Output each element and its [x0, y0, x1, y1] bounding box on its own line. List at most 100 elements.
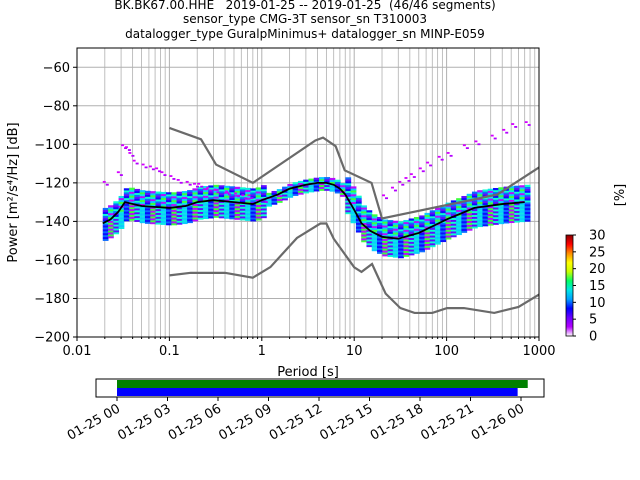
heatmap-cell [408, 226, 415, 229]
heatmap-cell [345, 202, 352, 205]
heatmap-cell [408, 251, 415, 254]
heatmap-cell [224, 203, 230, 206]
heatmap-cell [377, 236, 383, 239]
heatmap-cell [387, 252, 394, 256]
heatmap-cell [208, 202, 215, 205]
heatmap-cell [366, 233, 373, 236]
heatmap-cell [234, 209, 241, 213]
heatmap-cell [118, 213, 125, 216]
heatmap-cell [118, 224, 125, 228]
heatmap-cell [456, 221, 462, 224]
heatmap-cell [437, 155, 441, 158]
heatmap-cell [503, 207, 510, 210]
axes: 0.01 0.1 1 10 100 1000 −200 −180 −160 −140 −120 −10… [6, 47, 556, 380]
heatmap-cell [224, 187, 230, 190]
heatmap-cell [398, 225, 404, 228]
heatmap-cell [234, 215, 241, 218]
heatmap-cell [255, 210, 262, 213]
colorbar-tick-label: 5 [589, 313, 597, 328]
heatmap-cell [404, 177, 408, 179]
heatmap-cell [202, 205, 209, 208]
heatmap-cell [403, 243, 410, 246]
heatmap-cell [403, 248, 410, 252]
heatmap-cell [377, 228, 383, 231]
heatmap-cell [213, 186, 220, 189]
heatmap-cell [424, 218, 431, 221]
heatmap-cell [508, 207, 515, 210]
heatmap-cell [187, 218, 193, 222]
heatmap-cell [435, 234, 441, 237]
heatmap-cell [250, 203, 257, 207]
heatmap-cell [382, 254, 389, 257]
heatmap-cell [208, 195, 215, 198]
heatmap-cell [134, 192, 141, 195]
heatmap-cell [482, 208, 489, 211]
heatmap-cell [128, 152, 132, 154]
heatmap-cell [413, 230, 420, 233]
heatmap-cell [234, 186, 241, 189]
heatmap-cell [408, 228, 415, 231]
heatmap-cell [519, 187, 526, 190]
heatmap-cell [350, 186, 357, 189]
heatmap-cell [213, 194, 220, 197]
heatmap-cell [508, 215, 515, 218]
heatmap-cell [118, 211, 125, 214]
heatmap-cell [361, 222, 367, 225]
heatmap-cell [519, 217, 526, 221]
heatmap-cell [150, 191, 156, 194]
heatmap-cell [134, 217, 141, 221]
heatmap-cell [297, 182, 304, 186]
heatmap-cell [408, 253, 415, 256]
heatmap-cell [229, 193, 236, 197]
heatmap-cell [151, 168, 155, 171]
heatmap-cell [355, 214, 362, 218]
heatmap-cell [466, 222, 473, 225]
heatmap-cell [292, 184, 299, 187]
heatmap-cell [166, 221, 172, 224]
heatmap-cell [477, 203, 483, 206]
heatmap-cell [187, 220, 193, 224]
heatmap-cell [398, 232, 404, 236]
heatmap-cell [150, 212, 156, 215]
heatmap-cell [308, 190, 315, 193]
heatmap-cell [498, 200, 505, 203]
heatmap-cell [160, 213, 167, 216]
heatmap-cell [118, 221, 125, 224]
heatmap-cell [503, 200, 510, 203]
heatmap-cell [345, 210, 352, 213]
heatmap-cell [276, 191, 283, 194]
heatmap-cell [519, 210, 526, 213]
heatmap-cell [371, 223, 378, 227]
heatmap-cell [503, 198, 510, 201]
heatmap-cell [514, 203, 520, 206]
heatmap-cell [129, 195, 135, 198]
heatmap-cell [187, 195, 193, 199]
heatmap-cell [413, 242, 420, 245]
heatmap-cell [429, 243, 436, 246]
heatmap-cell [229, 195, 236, 199]
heatmap-cell [466, 203, 473, 206]
heatmap-cell [118, 197, 125, 201]
heatmap-cell [250, 215, 257, 218]
heatmap-cell [390, 186, 394, 189]
heatmap-cell [171, 215, 178, 218]
heatmap-cell [382, 223, 389, 226]
heatmap-cell [461, 217, 468, 220]
heatmap-cell [176, 212, 183, 216]
heatmap-cell [408, 243, 415, 246]
heatmap-cell [329, 189, 336, 192]
heatmap-cell [197, 182, 201, 185]
heatmap-cell [260, 202, 267, 205]
heatmap-cell [387, 249, 394, 252]
heatmap-cell [324, 184, 331, 187]
heatmap-cell [313, 185, 320, 188]
heatmap-cell [366, 235, 373, 238]
heatmap-cell [387, 241, 394, 244]
heatmap-cell [493, 189, 499, 193]
heatmap-cell [260, 185, 267, 188]
heatmap-cell [250, 198, 257, 201]
heatmap-cell [329, 185, 336, 188]
heatmap-cell [260, 214, 267, 217]
heatmap-cell [150, 202, 156, 205]
heatmap-cell [377, 216, 383, 220]
